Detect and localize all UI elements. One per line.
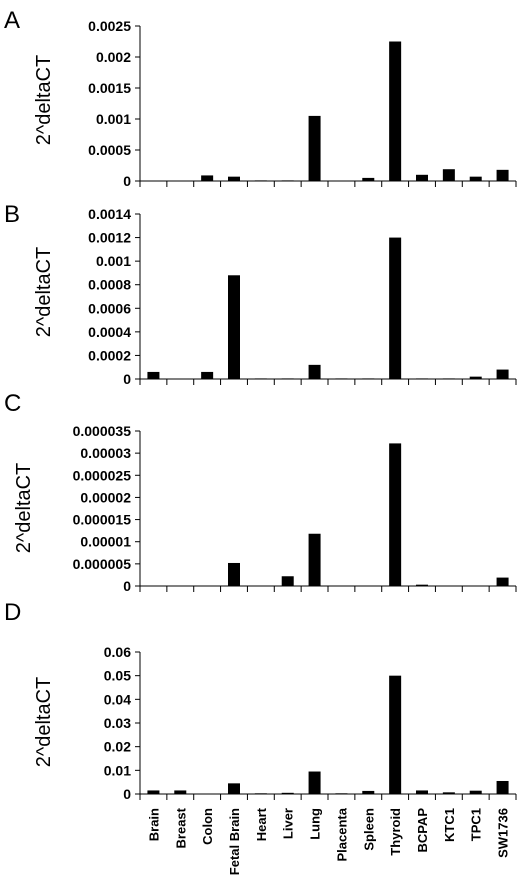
bar-lung [308,533,321,586]
y-tick-label: 0.00002 [80,489,131,505]
y-tick-label: 0.06 [104,644,131,660]
bar-bcpap [416,378,428,379]
bar-placenta [335,793,348,794]
bar-fetal-brain [228,783,240,794]
bar-lung [308,771,321,794]
x-category-label: TPC1 [469,808,484,841]
bar-heart [254,180,267,181]
panel-letter: A [4,7,20,34]
bar-heart [254,793,267,794]
y-tick-label: 0.05 [104,668,131,684]
y-tick-label: 0.000025 [73,467,132,483]
y-tick-label: 0 [123,578,131,594]
bar-spleen [362,790,375,794]
y-tick-label: 0.03 [104,715,131,731]
bar-sw1736 [496,369,509,379]
y-tick-label: 0.0008 [88,277,131,293]
bar-fetal-brain [228,176,240,181]
bar-lung [308,115,321,181]
bar-thyroid [389,41,402,181]
panel-d: D 2^deltaCT 0 0.01 0.02 0.03 0.04 0.05 0.06 Brain… [4,599,517,875]
y-tick-label: 0.01 [104,762,131,778]
x-category-label: Heart [254,807,269,841]
y-tick-label: 0 [123,371,131,387]
bar-colon [201,175,214,181]
bar-bcpap [416,174,428,181]
x-category-label: Liver [281,808,296,839]
bar-thyroid [389,237,402,379]
y-tick-label: 0.0004 [88,324,131,340]
y-tick-label: 0.00003 [80,445,131,461]
bar-fetal-brain [228,275,240,379]
bar-brain [147,371,160,379]
y-tick-label: 0.001 [96,253,131,269]
y-tick-label: 0.000005 [73,556,132,572]
y-tick-label: 0.0002 [88,347,131,363]
panel-a: A 2^deltaCT 0 0.0005 0.001 0.0015 0.002 0.0025 [4,7,517,189]
bar-tpc1 [469,790,482,794]
bar-liver [281,180,294,181]
y-tick-label: 0.0005 [88,142,131,158]
y-tick-label: 0.00001 [80,534,131,550]
x-category-label: Lung [308,808,323,840]
y-tick-label: 0.000015 [73,512,132,528]
y-tick-label: 0.001 [96,111,131,127]
y-tick-label: 0.02 [104,739,131,755]
bar-ktc1 [442,792,455,794]
bar-bcpap [416,584,428,586]
bar-placenta [335,378,348,379]
bar-liver [281,378,294,379]
bar-lung [308,364,321,379]
bar-ktc1 [442,169,455,181]
bar-sw1736 [496,577,509,586]
bar-brain [147,790,160,794]
bar-tpc1 [469,376,482,379]
y-tick-label: 0 [123,173,131,189]
bar-colon [201,371,214,379]
x-category-label: Thyroid [388,808,403,856]
bar-sw1736 [496,780,509,794]
bar-fetal-brain [228,562,240,586]
x-category-label: KTC1 [442,808,457,842]
bar-ktc1 [442,378,455,379]
x-category-label: Spleen [361,808,376,851]
y-tick-label: 0 [123,786,131,802]
y-tick-label: 0.002 [96,49,131,65]
y-tick-label: 0.000035 [73,423,132,439]
x-category-label: SW1736 [496,808,511,858]
y-axis-label: 2^deltaCT [13,463,35,554]
bar-thyroid [389,675,402,794]
bar-tpc1 [469,176,482,181]
y-tick-label: 0.04 [104,691,131,707]
x-category-label: Placenta [334,807,349,861]
bar-thyroid [389,443,402,586]
y-tick-label: 0.0025 [88,18,131,34]
bar-spleen [362,177,375,181]
x-category-label: BCPAP [415,808,430,853]
x-category-label: Colon [200,808,215,845]
y-axis-label: 2^deltaCT [33,55,55,146]
x-category-label: Brain [146,808,161,841]
y-tick-label: 0.0006 [88,300,131,316]
bar-sw1736 [496,169,509,181]
panel-b: B 2^deltaCT 0 0.0002 0.0004 0.0006 0.0008 0.001… [4,201,517,387]
panel-c: C 2^deltaCT 0 0.000005 0.00001 0.000015 0.0000… [4,390,517,594]
bar-bcpap [416,790,428,794]
y-tick-label: 0.0012 [88,230,131,246]
panel-letter: D [4,599,21,626]
panel-letter: C [4,390,21,417]
bar-liver [281,792,294,794]
y-tick-label: 0.0014 [88,206,131,222]
y-tick-label: 0.0015 [88,80,131,96]
bar-spleen [362,378,375,379]
bar-liver [281,576,294,586]
panel-letter: B [4,201,20,228]
x-category-label: Fetal Brain [227,808,242,875]
x-category-label: Breast [173,807,188,848]
y-axis-label: 2^deltaCT [33,247,55,338]
bar-breast [174,790,187,794]
y-axis-label: 2^deltaCT [33,677,55,768]
bar-heart [254,378,267,379]
